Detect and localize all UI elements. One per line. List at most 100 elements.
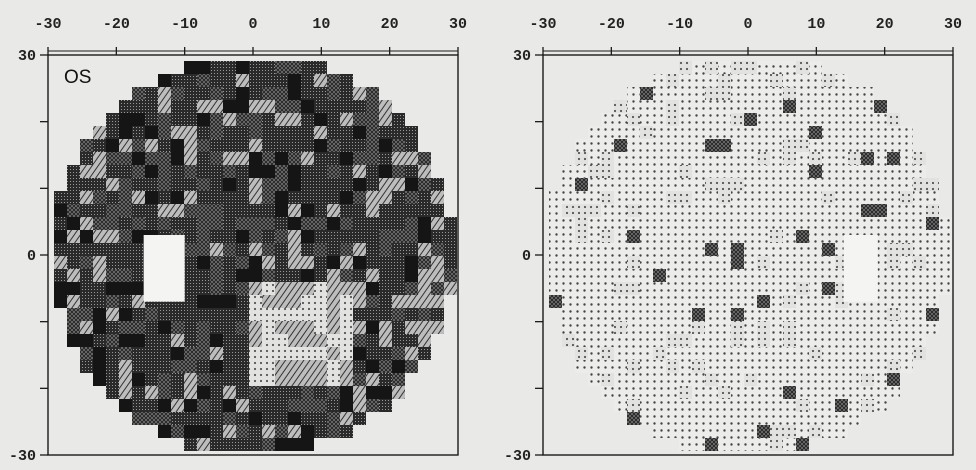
field-cell (757, 243, 770, 256)
field-cell (262, 139, 275, 152)
field-cell (913, 347, 926, 360)
field-cell (679, 412, 692, 425)
field-cell (340, 256, 353, 269)
field-cell (366, 113, 379, 126)
y-tick-label: 0 (522, 248, 531, 265)
field-cell (249, 87, 262, 100)
field-cell (236, 321, 249, 334)
field-cell (379, 217, 392, 230)
field-cell (874, 113, 887, 126)
field-cell (158, 204, 171, 217)
field-cell (106, 256, 119, 269)
field-cell (262, 61, 275, 74)
field-cell (67, 165, 80, 178)
field-cell (223, 152, 236, 165)
field-cell (405, 217, 418, 230)
field-cell (705, 178, 718, 191)
field-cell (314, 360, 327, 373)
field-cell (314, 399, 327, 412)
field-cell (80, 360, 93, 373)
field-cell (431, 321, 444, 334)
field-cell (210, 217, 223, 230)
field-cell (887, 282, 900, 295)
x-tick-label: 20 (381, 16, 399, 33)
x-tick-label: -30 (529, 16, 556, 33)
field-cell (640, 204, 653, 217)
field-cell (392, 347, 405, 360)
field-cell (900, 204, 913, 217)
field-cell (913, 256, 926, 269)
field-cell (236, 113, 249, 126)
field-cell (54, 243, 67, 256)
field-cell (249, 152, 262, 165)
field-cell (783, 74, 796, 87)
field-cell (692, 295, 705, 308)
field-cell (301, 308, 314, 321)
field-cell (301, 178, 314, 191)
field-cell (301, 126, 314, 139)
field-cell (861, 373, 874, 386)
field-cell (184, 334, 197, 347)
field-cell (822, 321, 835, 334)
field-cell (93, 321, 106, 334)
field-cell (692, 321, 705, 334)
field-cell (210, 347, 223, 360)
field-cell (887, 204, 900, 217)
field-cell (93, 191, 106, 204)
field-cell (562, 178, 575, 191)
field-cell (549, 191, 562, 204)
field-cell (223, 295, 236, 308)
field-cell (835, 412, 848, 425)
field-cell (614, 347, 627, 360)
field-cell (614, 269, 627, 282)
field-cell (106, 295, 119, 308)
field-cell (770, 308, 783, 321)
field-cell (184, 243, 197, 256)
field-cell (275, 126, 288, 139)
field-cell (431, 178, 444, 191)
field-cell (93, 243, 106, 256)
field-cell (223, 347, 236, 360)
field-cell (679, 113, 692, 126)
field-cell (353, 165, 366, 178)
field-cell (731, 321, 744, 334)
field-cell (132, 386, 145, 399)
field-cell (327, 217, 340, 230)
field-cell (249, 191, 262, 204)
field-cell (444, 217, 457, 230)
field-cell (640, 412, 653, 425)
field-cell (93, 139, 106, 152)
field-cell (783, 243, 796, 256)
field-cell (379, 399, 392, 412)
field-cell (379, 243, 392, 256)
field-cell (848, 87, 861, 100)
field-cell (679, 87, 692, 100)
field-cell (327, 308, 340, 321)
field-cell (731, 373, 744, 386)
field-cell (601, 126, 614, 139)
field-cell (861, 217, 874, 230)
field-cell (340, 399, 353, 412)
field-cell (54, 230, 67, 243)
field-cell (197, 412, 210, 425)
field-cell (418, 178, 431, 191)
field-cell (822, 295, 835, 308)
field-cell (757, 61, 770, 74)
field-cell (171, 360, 184, 373)
field-cell (288, 139, 301, 152)
field-cell (627, 334, 640, 347)
field-cell (744, 295, 757, 308)
field-cell (718, 347, 731, 360)
field-cell (236, 152, 249, 165)
field-cell (601, 321, 614, 334)
field-cell (379, 308, 392, 321)
field-cell (80, 204, 93, 217)
field-cell (783, 282, 796, 295)
field-cell (301, 373, 314, 386)
field-cell (197, 113, 210, 126)
field-cell (679, 139, 692, 152)
field-cell (835, 165, 848, 178)
field-cell (913, 308, 926, 321)
field-cell (392, 152, 405, 165)
field-cell (249, 282, 262, 295)
